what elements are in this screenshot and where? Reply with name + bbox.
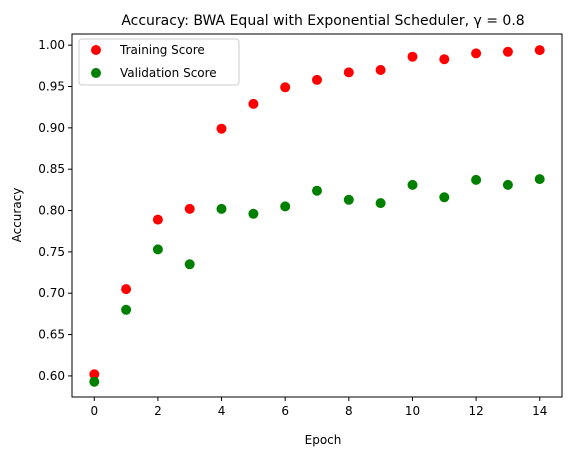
data-point	[248, 98, 259, 109]
data-point	[471, 48, 482, 59]
x-tick-label: 0	[90, 404, 98, 418]
data-point	[312, 74, 322, 85]
x-tick-label: 10	[405, 404, 420, 418]
data-point	[280, 201, 291, 212]
y-tick-label: 0.65	[38, 328, 65, 342]
y-tick-label: 0.95	[38, 80, 65, 94]
x-tick-label: 12	[468, 404, 483, 418]
legend-label: Training Score	[119, 43, 205, 57]
data-point	[407, 51, 418, 62]
data-point	[184, 203, 195, 214]
data-point	[152, 214, 163, 225]
data-point	[534, 174, 545, 185]
data-point	[534, 45, 545, 56]
data-point	[439, 54, 450, 65]
data-point	[343, 67, 354, 78]
chart-title: Accuracy: BWA Equal with Exponential Sch…	[121, 13, 524, 29]
data-point	[184, 259, 195, 270]
x-tick-label: 4	[218, 404, 226, 418]
data-point	[375, 198, 386, 209]
data-point	[375, 65, 386, 75]
y-tick-label: 0.90	[38, 121, 65, 135]
plot-area	[71, 33, 563, 398]
legend-marker	[91, 68, 101, 78]
data-point	[152, 244, 163, 255]
legend-box	[78, 38, 240, 86]
data-point	[439, 192, 450, 203]
y-tick-label: 0.70	[38, 286, 65, 300]
y-axis-ticks: 0.60 0.65 0.70 0.75 0.80 0.85 0.90 0.95 1.00	[38, 38, 72, 383]
data-point	[216, 203, 227, 214]
data-point	[502, 179, 513, 190]
data-point	[248, 208, 259, 219]
y-tick-label: 1.00	[38, 38, 65, 52]
data-point	[216, 123, 227, 134]
series-validation	[89, 174, 545, 387]
data-point	[280, 82, 291, 93]
data-point	[89, 369, 100, 380]
x-tick-label: 8	[345, 404, 353, 418]
data-point	[312, 185, 322, 196]
x-tick-label: 6	[281, 404, 289, 418]
data-point	[343, 194, 354, 205]
data-point	[89, 376, 100, 387]
y-axis-label: Accuracy	[10, 188, 24, 243]
legend-marker	[91, 45, 101, 55]
y-tick-label: 0.85	[38, 162, 65, 176]
y-tick-label: 0.80	[38, 204, 65, 218]
y-tick-label: 0.60	[38, 369, 65, 383]
data-point	[471, 174, 482, 185]
data-point	[407, 179, 418, 190]
legend-label: Validation Score	[120, 66, 217, 80]
x-tick-label: 14	[532, 404, 547, 418]
series-training	[89, 45, 545, 380]
data-point	[502, 46, 513, 57]
legend: Training Score Validation Score	[78, 38, 240, 86]
data-point	[121, 284, 132, 295]
data-point	[121, 304, 132, 315]
x-tick-label: 2	[154, 404, 162, 418]
x-axis-ticks: 0 2 4 6 8 10 12 14	[90, 397, 547, 418]
y-tick-label: 0.75	[38, 245, 65, 259]
x-axis-label: Epoch	[305, 433, 342, 447]
axes-frame	[71, 33, 563, 398]
